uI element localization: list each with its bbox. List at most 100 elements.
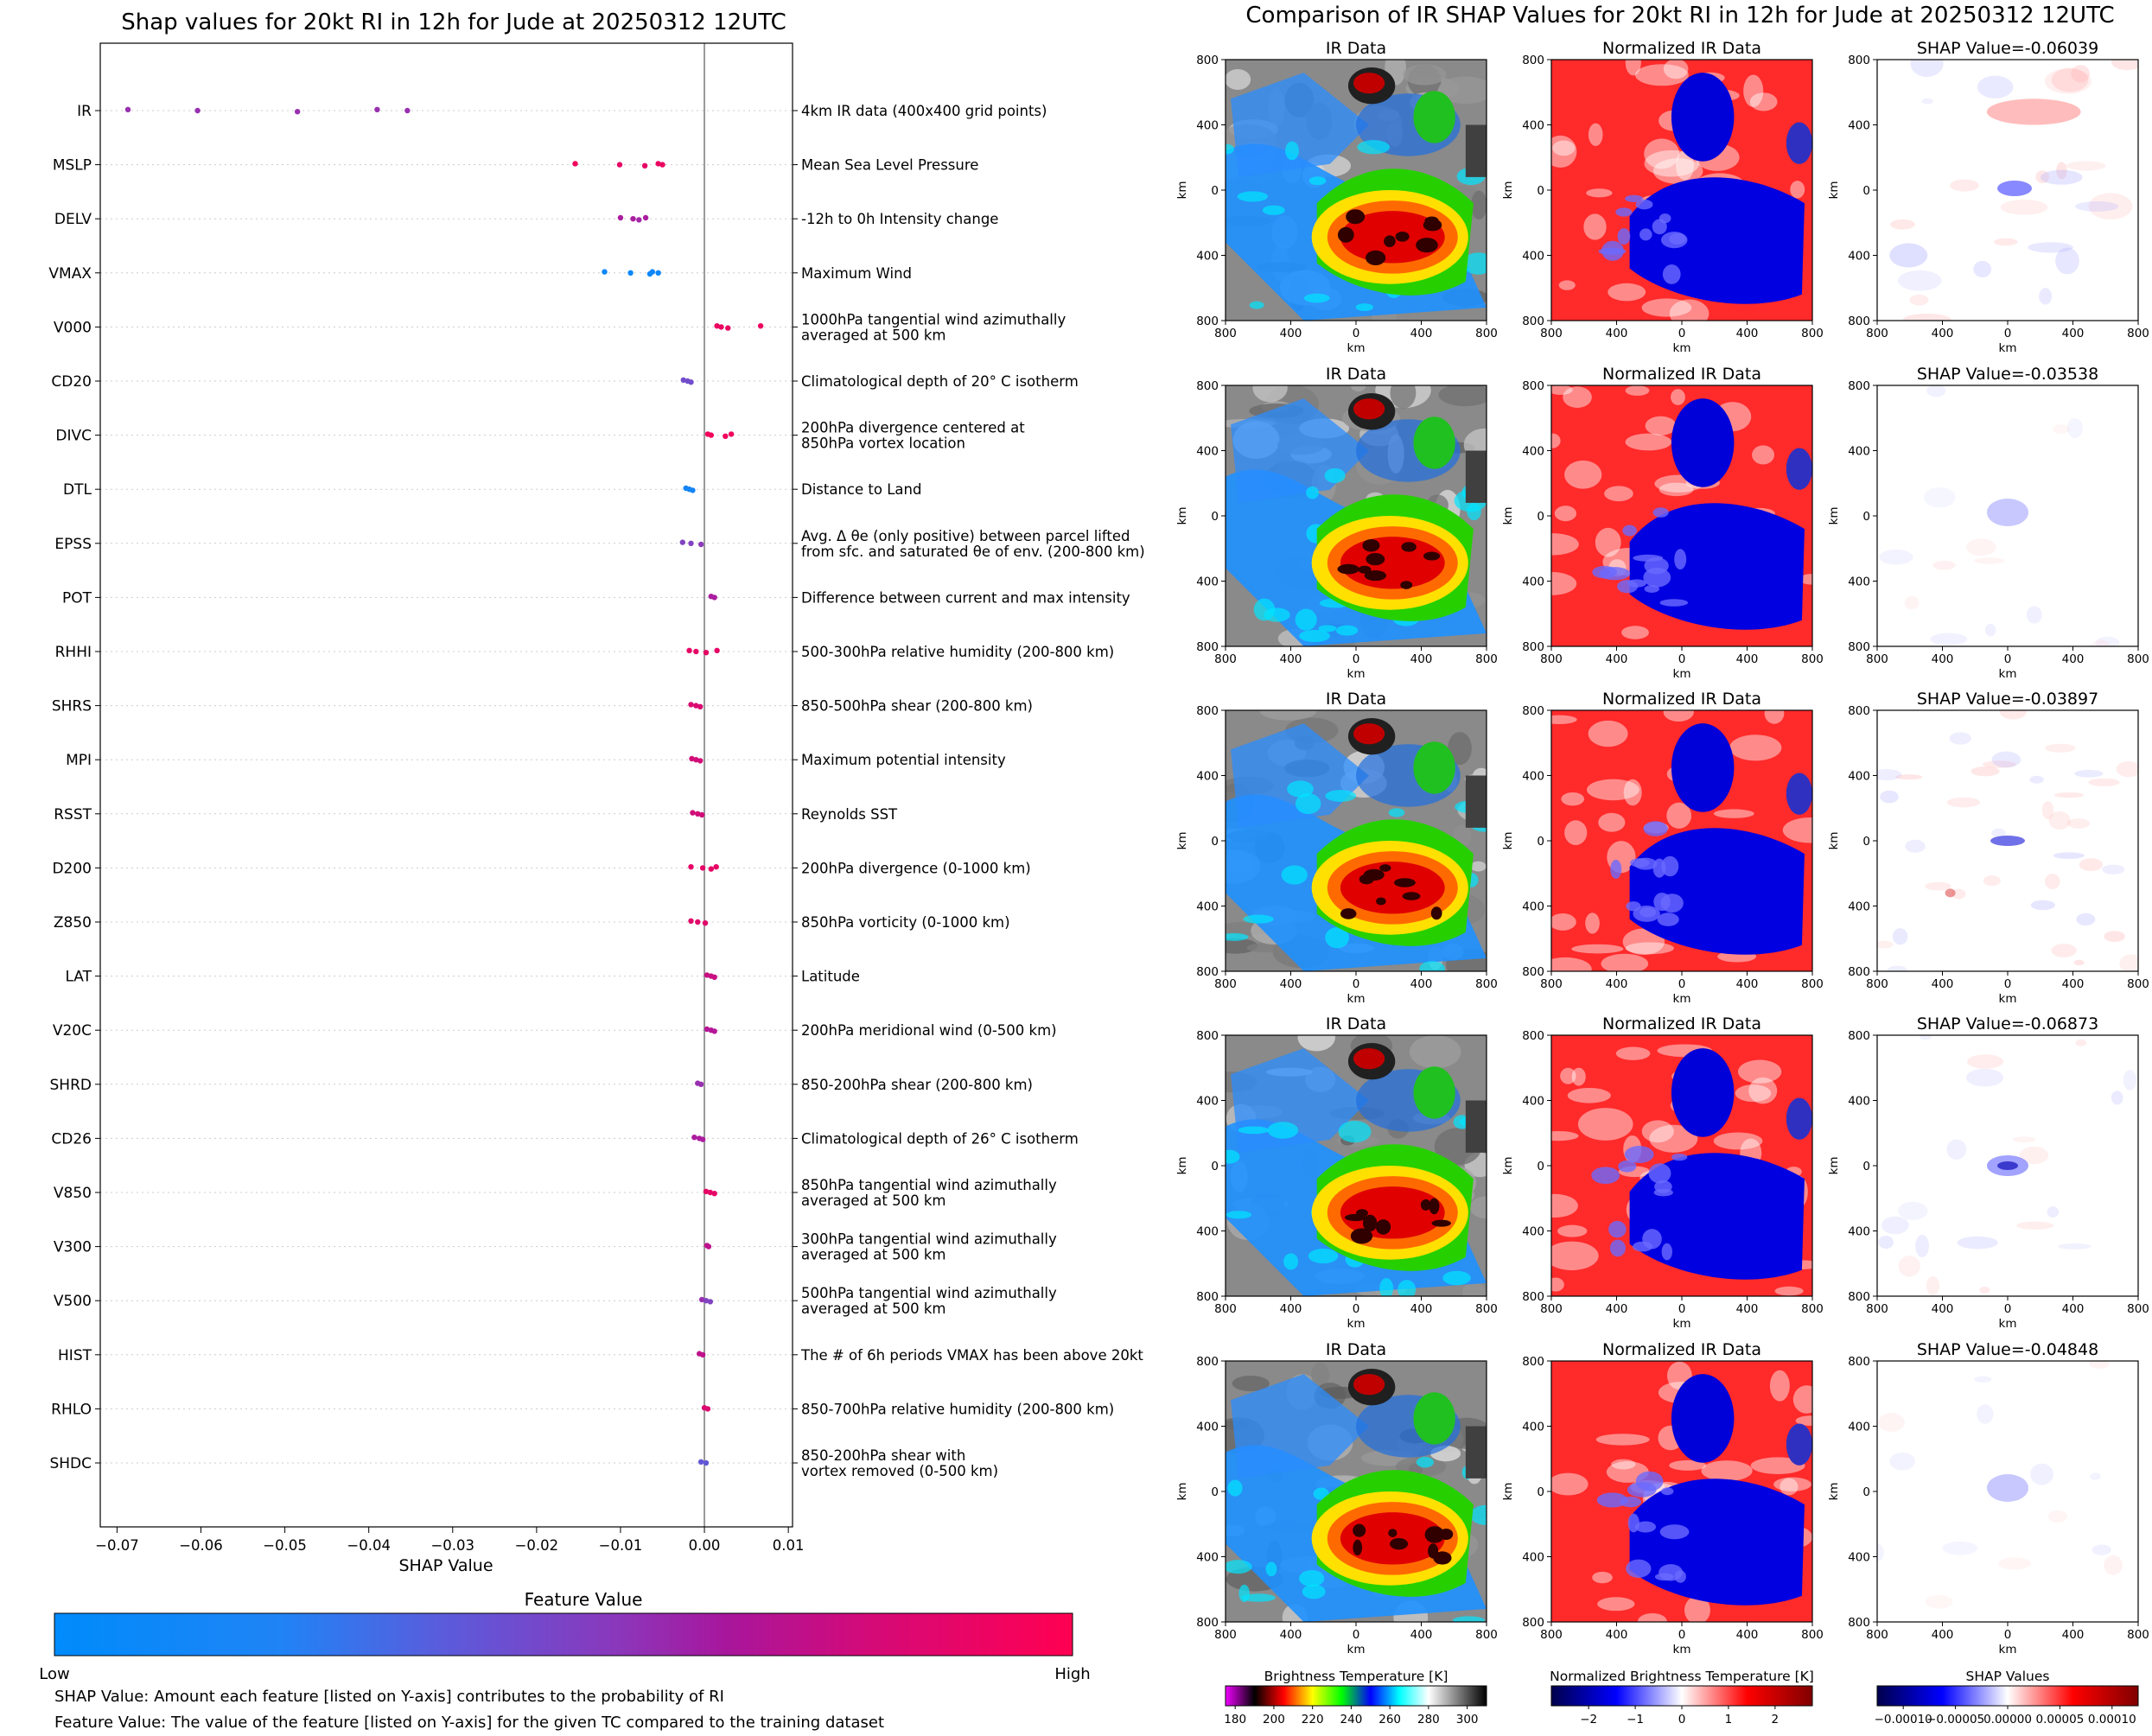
norm-texture — [1641, 298, 1692, 317]
ir-cloud-texture — [1437, 76, 1487, 105]
ir-dark-cell — [1439, 1528, 1454, 1541]
ir-cloud-texture — [1438, 385, 1487, 407]
ir-cyan-speck — [1287, 780, 1314, 798]
ir-cloud-texture — [1448, 731, 1472, 766]
shap-point — [703, 1298, 710, 1304]
ir-cyan-speck — [1265, 1561, 1277, 1577]
ir-cyan-speck — [1335, 625, 1359, 636]
panel-title: Normalized IR Data — [1602, 1014, 1761, 1033]
panel-y-tick-label: 400 — [1848, 1421, 1870, 1434]
feature-description: 200hPa divergence centered at — [801, 420, 1025, 436]
feature-description: 200hPa meridional wind (0-500 km) — [801, 1022, 1057, 1039]
norm-cold-upper — [1671, 398, 1735, 487]
shap-faint-blob — [2030, 900, 2055, 911]
panel-y-tick-label: 800 — [1196, 1029, 1219, 1043]
feature-description: 1000hPa tangential wind azimuthally — [801, 311, 1066, 327]
panel-y-tick-label: 400 — [1196, 250, 1219, 264]
norm-cool-speck — [1661, 1243, 1672, 1261]
ir-cloud-texture — [1246, 943, 1283, 953]
panel-title: IR Data — [1326, 39, 1386, 58]
norm-texture — [1641, 1120, 1674, 1143]
ir-cloud-texture — [1226, 68, 1251, 91]
norm-texture — [1625, 385, 1650, 396]
shap-faint-blob — [2104, 931, 2125, 943]
colorbar-tick-label: 2 — [1772, 1713, 1780, 1726]
norm-cool-speck — [1642, 1229, 1662, 1250]
panel-y-label: km — [1175, 1157, 1189, 1175]
norm-texture — [1663, 60, 1689, 79]
x-tick-label: −0.06 — [179, 1537, 223, 1554]
shap-faint-blob — [1889, 1452, 1915, 1471]
norm-cool-speck — [1660, 893, 1684, 913]
shap-point — [711, 974, 717, 981]
ir-dark-cell — [1364, 570, 1387, 582]
ir-cyan-speck — [1324, 467, 1346, 484]
panel-norm-row-5: 80080040040000400400800800kmkmNormalized… — [1501, 1340, 1824, 1657]
x-tick-label: −0.01 — [599, 1537, 643, 1554]
feature-name: CD20 — [51, 373, 92, 391]
feature-name: RSST — [54, 806, 92, 823]
norm-texture — [1551, 1472, 1589, 1496]
panel-image — [1877, 1361, 2138, 1622]
panel-x-tick-label: 0 — [1353, 652, 1360, 666]
panel-title: Normalized IR Data — [1602, 690, 1761, 709]
colorbar-tick-label: 200 — [1263, 1713, 1285, 1726]
x-tick-label: −0.04 — [347, 1537, 391, 1554]
panel-x-tick-label: 400 — [1606, 1302, 1628, 1316]
x-tick-label: −0.02 — [515, 1537, 559, 1554]
panel-y-tick-label: 400 — [1848, 900, 1870, 914]
shap-point — [294, 109, 301, 115]
norm-texture — [1563, 386, 1592, 408]
ir-cold-band — [1231, 723, 1370, 828]
shap-faint-blob — [1942, 1541, 1978, 1555]
norm-cool-speck — [1661, 855, 1679, 877]
panel-y-tick-label: 400 — [1522, 1421, 1544, 1434]
panel-x-tick-label: 800 — [1540, 1628, 1563, 1642]
panel-x-label: km — [1999, 341, 2017, 355]
norm-texture — [1652, 158, 1703, 184]
panel-y-tick-label: 800 — [1196, 640, 1219, 654]
colorbar-tick-label: −0.00010 — [1875, 1713, 1932, 1726]
panel-y-tick-label: 400 — [1522, 1225, 1544, 1239]
norm-edge-feature — [1786, 1097, 1812, 1140]
norm-texture — [1551, 1130, 1579, 1141]
panel-x-tick-label: 0 — [2004, 1628, 2012, 1642]
panel-grid: 800 800 400 400 0 0 400 400 800 800 km km IR Data 800… — [1175, 39, 2149, 1657]
panel-x-tick-label: 800 — [1866, 977, 1888, 991]
ir-cloud-texture — [1469, 1196, 1487, 1219]
shap-point — [707, 1189, 714, 1196]
panel-x-tick-label: 800 — [1214, 1628, 1237, 1642]
panel-x-label: km — [1347, 1643, 1366, 1657]
panel-y-tick-label: 400 — [1196, 1421, 1219, 1434]
norm-cool-speck — [1617, 228, 1631, 245]
norm-texture — [1586, 779, 1639, 801]
ir-red-top — [1353, 1374, 1385, 1396]
panel-x-tick-label: 800 — [1475, 977, 1498, 991]
norm-texture — [1782, 817, 1812, 843]
shap-faint-blob — [2071, 65, 2090, 83]
shap-point — [711, 1191, 717, 1197]
shap-faint-blob — [2111, 1091, 2123, 1105]
panel-y-tick-label: 400 — [1196, 445, 1219, 459]
panel-y-tick-label: 0 — [1211, 510, 1219, 524]
ir-dark-cell — [1430, 906, 1442, 920]
shap-faint-blob — [1932, 560, 1956, 570]
norm-texture — [1792, 1385, 1812, 1414]
panel-y-tick-label: 800 — [1196, 965, 1219, 979]
shap-faint-blob — [2051, 67, 2089, 92]
norm-texture — [1551, 715, 1577, 725]
norm-cool-speck — [1599, 567, 1631, 581]
panel-x-tick-label: 0 — [1678, 327, 1686, 340]
shap-faint-blob — [2073, 959, 2085, 966]
ir-cyan-speck — [1285, 141, 1299, 161]
shap-faint-blob — [1915, 1234, 1929, 1257]
norm-texture — [1588, 720, 1628, 747]
panel-x-tick-label: 0 — [1678, 652, 1686, 666]
norm-texture — [1644, 138, 1680, 169]
panel-title: SHAP Value=-0.03897 — [1917, 690, 2098, 709]
feature-name: V300 — [54, 1239, 92, 1256]
panel-x-tick-label: 800 — [1866, 327, 1888, 340]
shap-faint-blob — [2079, 858, 2104, 872]
norm-texture — [1669, 299, 1710, 321]
norm-cool-speck — [1662, 264, 1681, 284]
